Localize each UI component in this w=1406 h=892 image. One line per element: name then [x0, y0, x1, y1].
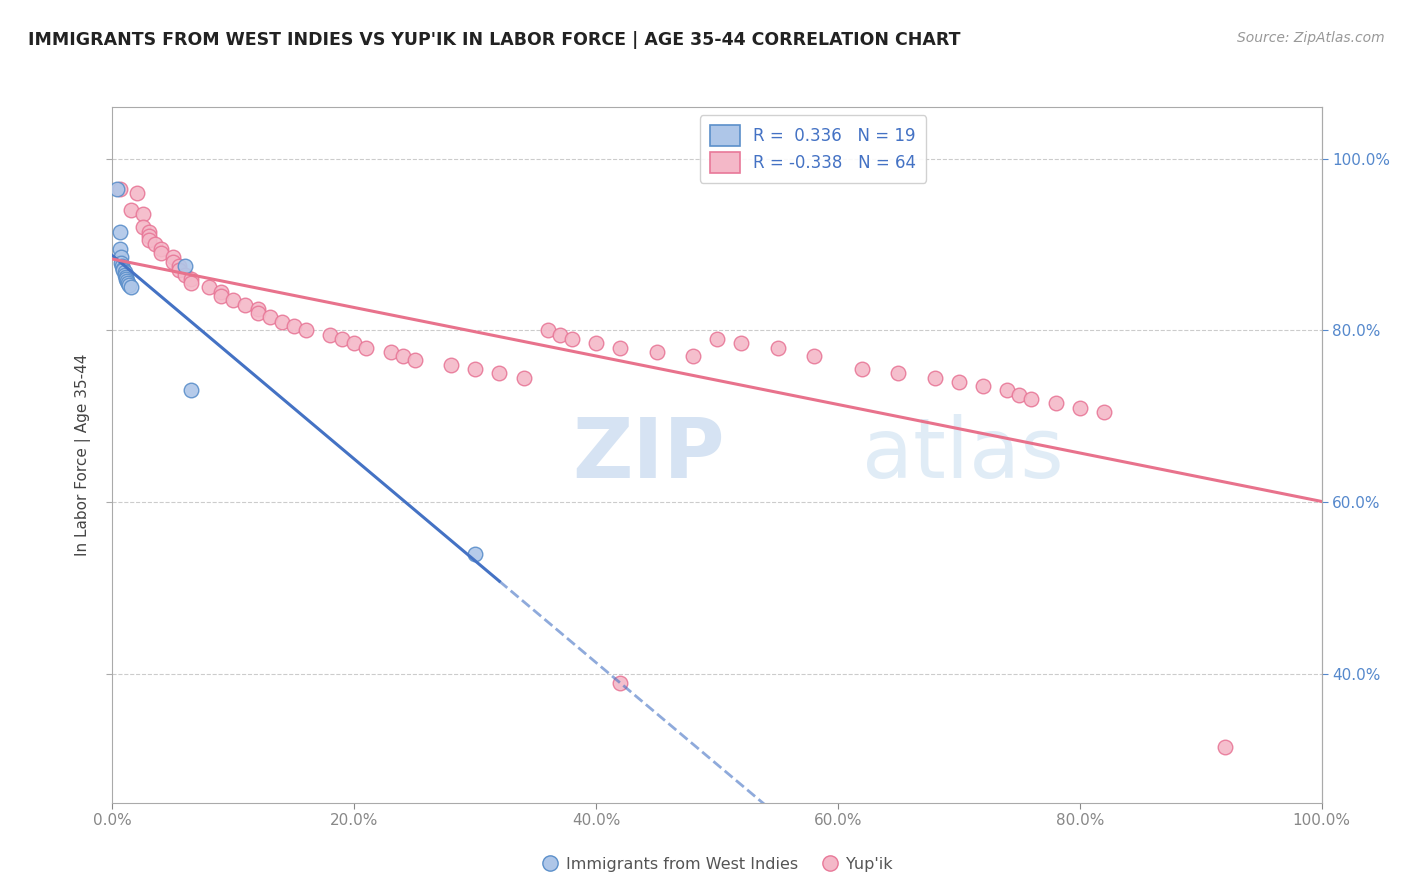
Text: Source: ZipAtlas.com: Source: ZipAtlas.com [1237, 31, 1385, 45]
Point [464, 362, 486, 376]
Point [548, 327, 571, 342]
Point [138, 228, 160, 243]
Point [766, 341, 789, 355]
Legend: Immigrants from West Indies, Yup'ik: Immigrants from West Indies, Yup'ik [536, 850, 898, 879]
Point [391, 349, 413, 363]
Point [114, 265, 136, 279]
Point [149, 246, 172, 260]
Point [464, 547, 486, 561]
Point [114, 270, 136, 285]
Y-axis label: In Labor Force | Age 35-44: In Labor Force | Age 35-44 [75, 354, 91, 556]
Point [512, 370, 534, 384]
Point [972, 379, 994, 393]
Point [222, 293, 245, 308]
Point [108, 225, 131, 239]
Point [115, 274, 138, 288]
Point [108, 181, 131, 195]
Point [1008, 388, 1031, 402]
Point [167, 263, 190, 277]
Point [1069, 401, 1091, 415]
Point [162, 254, 184, 268]
Point [180, 272, 202, 286]
Point [132, 220, 155, 235]
Point [246, 306, 269, 320]
Point [112, 261, 135, 276]
Point [319, 327, 342, 342]
Point [609, 675, 631, 690]
Point [330, 332, 353, 346]
Text: IMMIGRANTS FROM WEST INDIES VS YUP'IK IN LABOR FORCE | AGE 35-44 CORRELATION CHA: IMMIGRANTS FROM WEST INDIES VS YUP'IK IN… [28, 31, 960, 49]
Point [180, 384, 202, 398]
Point [118, 277, 141, 292]
Point [114, 268, 136, 282]
Point [235, 297, 257, 311]
Point [561, 332, 583, 346]
Point [948, 375, 970, 389]
Point [110, 256, 132, 270]
Point [174, 268, 197, 282]
Point [609, 341, 631, 355]
Point [488, 367, 510, 381]
Point [180, 276, 202, 290]
Point [851, 362, 873, 376]
Point [706, 332, 728, 346]
Point [143, 237, 166, 252]
Point [730, 336, 752, 351]
Point [585, 336, 607, 351]
Point [111, 259, 134, 273]
Point [1021, 392, 1043, 406]
Point [198, 280, 221, 294]
Point [356, 341, 378, 355]
Point [112, 263, 135, 277]
Point [105, 181, 128, 195]
Point [1092, 405, 1115, 419]
Point [132, 207, 155, 221]
Point [125, 186, 148, 200]
Point [138, 233, 160, 247]
Point [887, 367, 910, 381]
Point [1045, 396, 1067, 410]
Point [108, 242, 131, 256]
Point [149, 242, 172, 256]
Point [995, 384, 1018, 398]
Point [270, 315, 292, 329]
Point [1213, 739, 1236, 754]
Point [138, 225, 160, 239]
Point [283, 319, 305, 334]
Text: atlas: atlas [862, 415, 1064, 495]
Point [209, 285, 232, 299]
Point [162, 251, 184, 265]
Point [110, 251, 132, 265]
Point [295, 323, 318, 337]
Text: ZIP: ZIP [572, 415, 724, 495]
Point [174, 259, 197, 273]
Point [246, 301, 269, 316]
Point [440, 358, 463, 372]
Point [120, 280, 142, 294]
Point [537, 323, 560, 337]
Point [114, 272, 136, 286]
Point [803, 349, 825, 363]
Point [343, 336, 366, 351]
Point [167, 259, 190, 273]
Point [259, 310, 281, 325]
Point [682, 349, 704, 363]
Point [404, 353, 426, 368]
Point [924, 370, 946, 384]
Point [645, 344, 668, 359]
Point [209, 289, 232, 303]
Point [120, 203, 142, 218]
Point [117, 276, 139, 290]
Point [380, 344, 402, 359]
